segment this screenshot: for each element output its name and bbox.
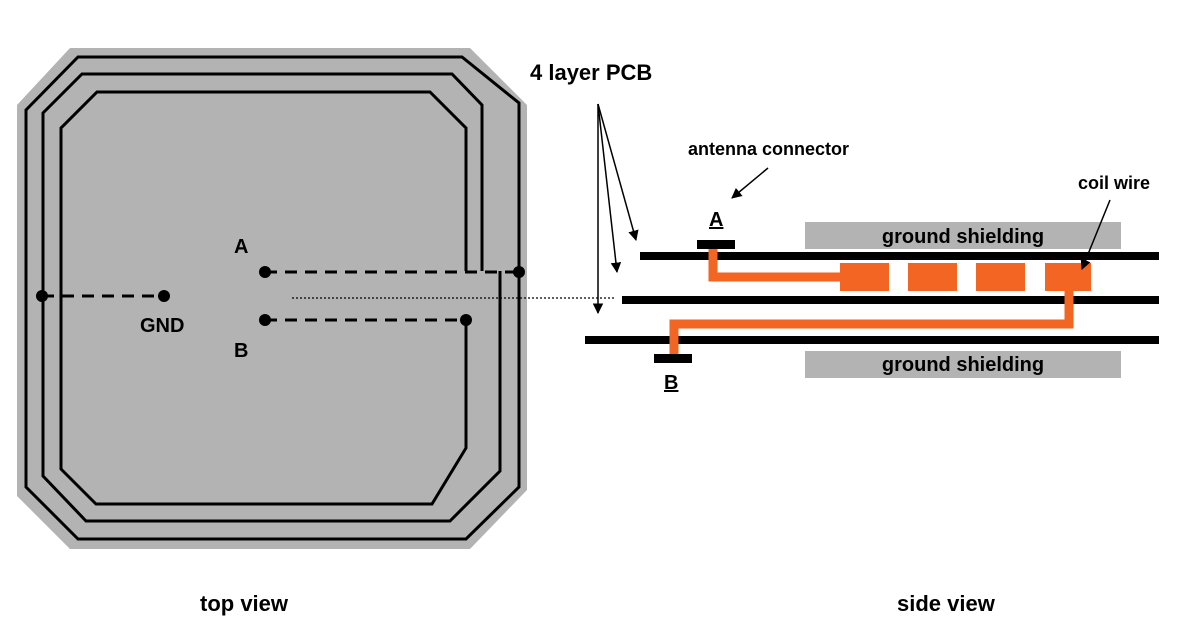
top-dot-b-right [460, 314, 472, 326]
pcb-arrow-2 [597, 103, 622, 274]
terminal-b-label: B [234, 340, 248, 362]
side-view: ground shielding ground shielding A B 4 … [530, 60, 1159, 616]
top-shield-ring [17, 48, 527, 549]
side-view-caption: side view [897, 591, 996, 616]
coil-trace-a [708, 248, 840, 282]
coil-trace-b [669, 290, 1074, 356]
coil-block-2 [908, 263, 957, 291]
ground-shield-top-label: ground shielding [882, 226, 1044, 248]
terminal-a-label: A [234, 236, 248, 258]
coil-wire-label: coil wire [1078, 173, 1150, 193]
ground-shield-bottom [805, 351, 1121, 378]
top-coil-inner [59, 90, 468, 506]
coil-wire-arrow [1080, 199, 1111, 270]
top-dot-b-left [259, 314, 271, 326]
coil-block-3 [976, 263, 1025, 291]
pcb-layer-3 [585, 336, 1159, 344]
pcb-arrow-3 [597, 103, 639, 242]
side-terminal-a-label: A [709, 209, 723, 231]
top-dot-a-left [259, 266, 271, 278]
gnd-label: GND [140, 315, 184, 337]
top-dot-a-right [513, 266, 525, 278]
top-coil-outer [24, 55, 521, 541]
coil-block-4 [1045, 263, 1091, 291]
ground-shield-bottom-label: ground shielding [882, 354, 1044, 376]
pcb-layer-1 [640, 252, 1159, 260]
side-terminal-b-label: B [664, 372, 678, 394]
top-dot-gnd-left [36, 290, 48, 302]
antenna-connector-label: antenna connector [688, 139, 849, 159]
pcb-layer-2 [622, 296, 1159, 304]
connector-pad-a [697, 240, 735, 249]
coil-block-1 [840, 263, 889, 291]
top-dot-gnd-right [158, 290, 170, 302]
pcb-layers-label: 4 layer PCB [530, 60, 652, 85]
top-view: A B GND top view [17, 48, 527, 616]
ground-shield-top [805, 222, 1121, 249]
connector-pad-b [654, 354, 692, 363]
top-view-caption: top view [200, 591, 289, 616]
connector-arrow [731, 167, 769, 199]
